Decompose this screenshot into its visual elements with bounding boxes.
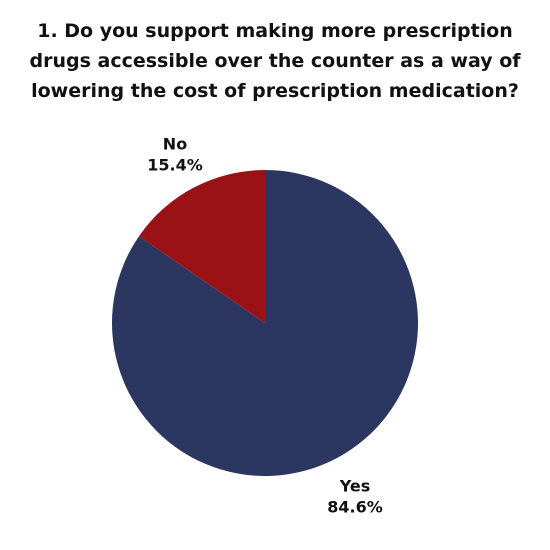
chart-title: 1. Do you support making more prescripti… (29, 20, 521, 102)
value-label: 15.4% (147, 156, 203, 175)
pie-slice (138, 170, 265, 323)
slice-label: No (163, 135, 187, 154)
value-label: 84.6% (327, 498, 383, 517)
slice-label: Yes (339, 477, 371, 496)
